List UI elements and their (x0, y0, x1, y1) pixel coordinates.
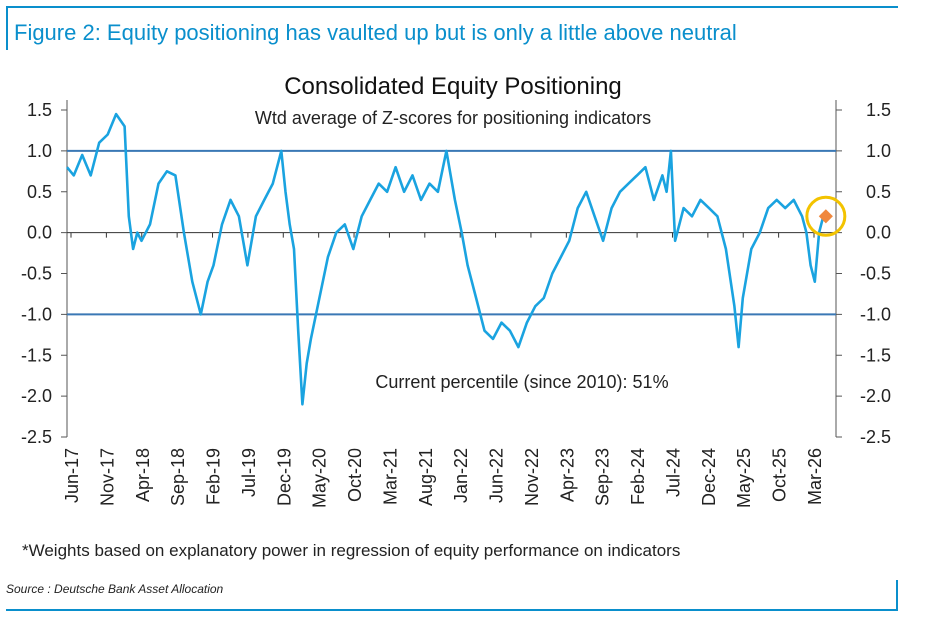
x-tick-label: May-20 (310, 448, 330, 508)
x-tick-label: Oct-25 (770, 448, 790, 502)
x-tick-label: Jun-22 (487, 448, 507, 503)
percentile-annotation: Current percentile (since 2010): 51% (375, 372, 668, 392)
x-tick-label: May-25 (734, 448, 754, 508)
footnote: *Weights based on explanatory power in r… (22, 541, 681, 560)
highlight-circle (805, 195, 847, 237)
x-tick-label: Sep-18 (168, 448, 188, 506)
x-tick-label: Apr-23 (557, 448, 577, 502)
x-tick-label: Jul-19 (239, 448, 259, 497)
left-y-tick-label: -0.5 (21, 264, 52, 284)
figure-title: Figure 2: Equity positioning has vaulted… (14, 20, 737, 45)
right-y-tick-label: -1.0 (860, 304, 891, 324)
x-tick-label: Mar-26 (805, 448, 825, 505)
x-tick-label: Dec-24 (699, 448, 719, 506)
left-y-tick-label: -2.0 (21, 386, 52, 406)
right-y-tick-label: -0.5 (860, 264, 891, 284)
x-tick-label: Oct-20 (345, 448, 365, 502)
left-y-tick-label: -2.5 (21, 427, 52, 447)
x-tick-label: Aug-21 (416, 448, 436, 506)
x-tick-label: Jul-24 (663, 448, 683, 497)
right-y-tick-label: 1.0 (866, 141, 891, 161)
chart-title: Consolidated Equity Positioning (284, 73, 622, 100)
x-tick-label: Dec-19 (274, 448, 294, 506)
x-tick-label: Jun-17 (62, 448, 82, 503)
left-y-tick-label: 0.0 (27, 223, 52, 243)
x-tick-label: Sep-23 (593, 448, 613, 506)
x-tick-label: Feb-24 (628, 448, 648, 505)
left-y-tick-label: 0.5 (27, 182, 52, 202)
source-note: Source : Deutsche Bank Asset Allocation (6, 582, 224, 596)
positioning-series-line (65, 112, 825, 406)
current-value-marker (818, 209, 833, 224)
frame-bottom-rule (6, 609, 898, 611)
frame-left-rule (6, 6, 8, 50)
x-tick-label: Nov-17 (97, 448, 117, 506)
right-y-tick-label: -2.5 (860, 427, 891, 447)
frame-right-rule (896, 580, 898, 611)
x-tick-label: Apr-18 (133, 448, 153, 502)
x-tick-label: Mar-21 (380, 448, 400, 505)
left-y-tick-label: 1.0 (27, 141, 52, 161)
right-y-tick-label: 0.5 (866, 182, 891, 202)
right-y-tick-label: -2.0 (860, 386, 891, 406)
right-y-tick-label: 1.5 (866, 100, 891, 120)
frame-top-rule (6, 6, 898, 8)
chart-subtitle: Wtd average of Z-scores for positioning … (255, 108, 651, 128)
left-y-tick-label: 1.5 (27, 100, 52, 120)
right-y-tick-label: -1.5 (860, 345, 891, 365)
x-tick-label: Feb-19 (204, 448, 224, 505)
x-tick-label: Jan-22 (451, 448, 471, 503)
left-y-tick-label: -1.5 (21, 345, 52, 365)
x-tick-label: Nov-22 (522, 448, 542, 506)
left-y-tick-label: -1.0 (21, 304, 52, 324)
right-y-tick-label: 0.0 (866, 223, 891, 243)
